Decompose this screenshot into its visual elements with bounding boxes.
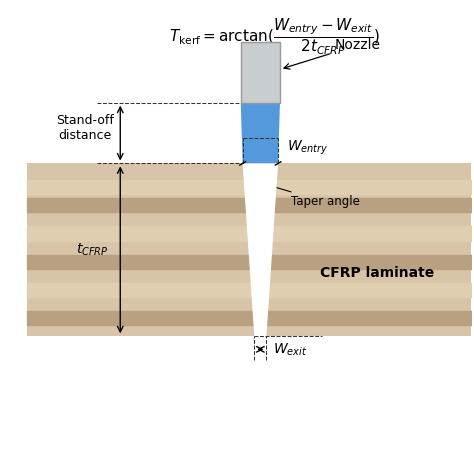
Text: $W_{exit}$: $W_{exit}$ [273,341,308,358]
Polygon shape [243,163,278,336]
Bar [27,163,474,336]
Text: Taper angle: Taper angle [270,184,360,208]
Text: Stand-off
distance: Stand-off distance [56,114,114,142]
Text: $W_{entry}$: $W_{entry}$ [286,139,328,157]
Polygon shape [241,103,280,163]
Text: Nozzle: Nozzle [284,38,381,69]
Text: $t_{CFRP}$: $t_{CFRP}$ [76,241,109,258]
Text: CFRP laminate: CFRP laminate [320,266,434,280]
Bar [241,42,280,103]
Text: $T_{\mathrm{kerf}} = \mathrm{arctan}(\dfrac{W_{entry} - W_{exit}}{2t_{CFRP}})$: $T_{\mathrm{kerf}} = \mathrm{arctan}(\df… [169,16,380,57]
